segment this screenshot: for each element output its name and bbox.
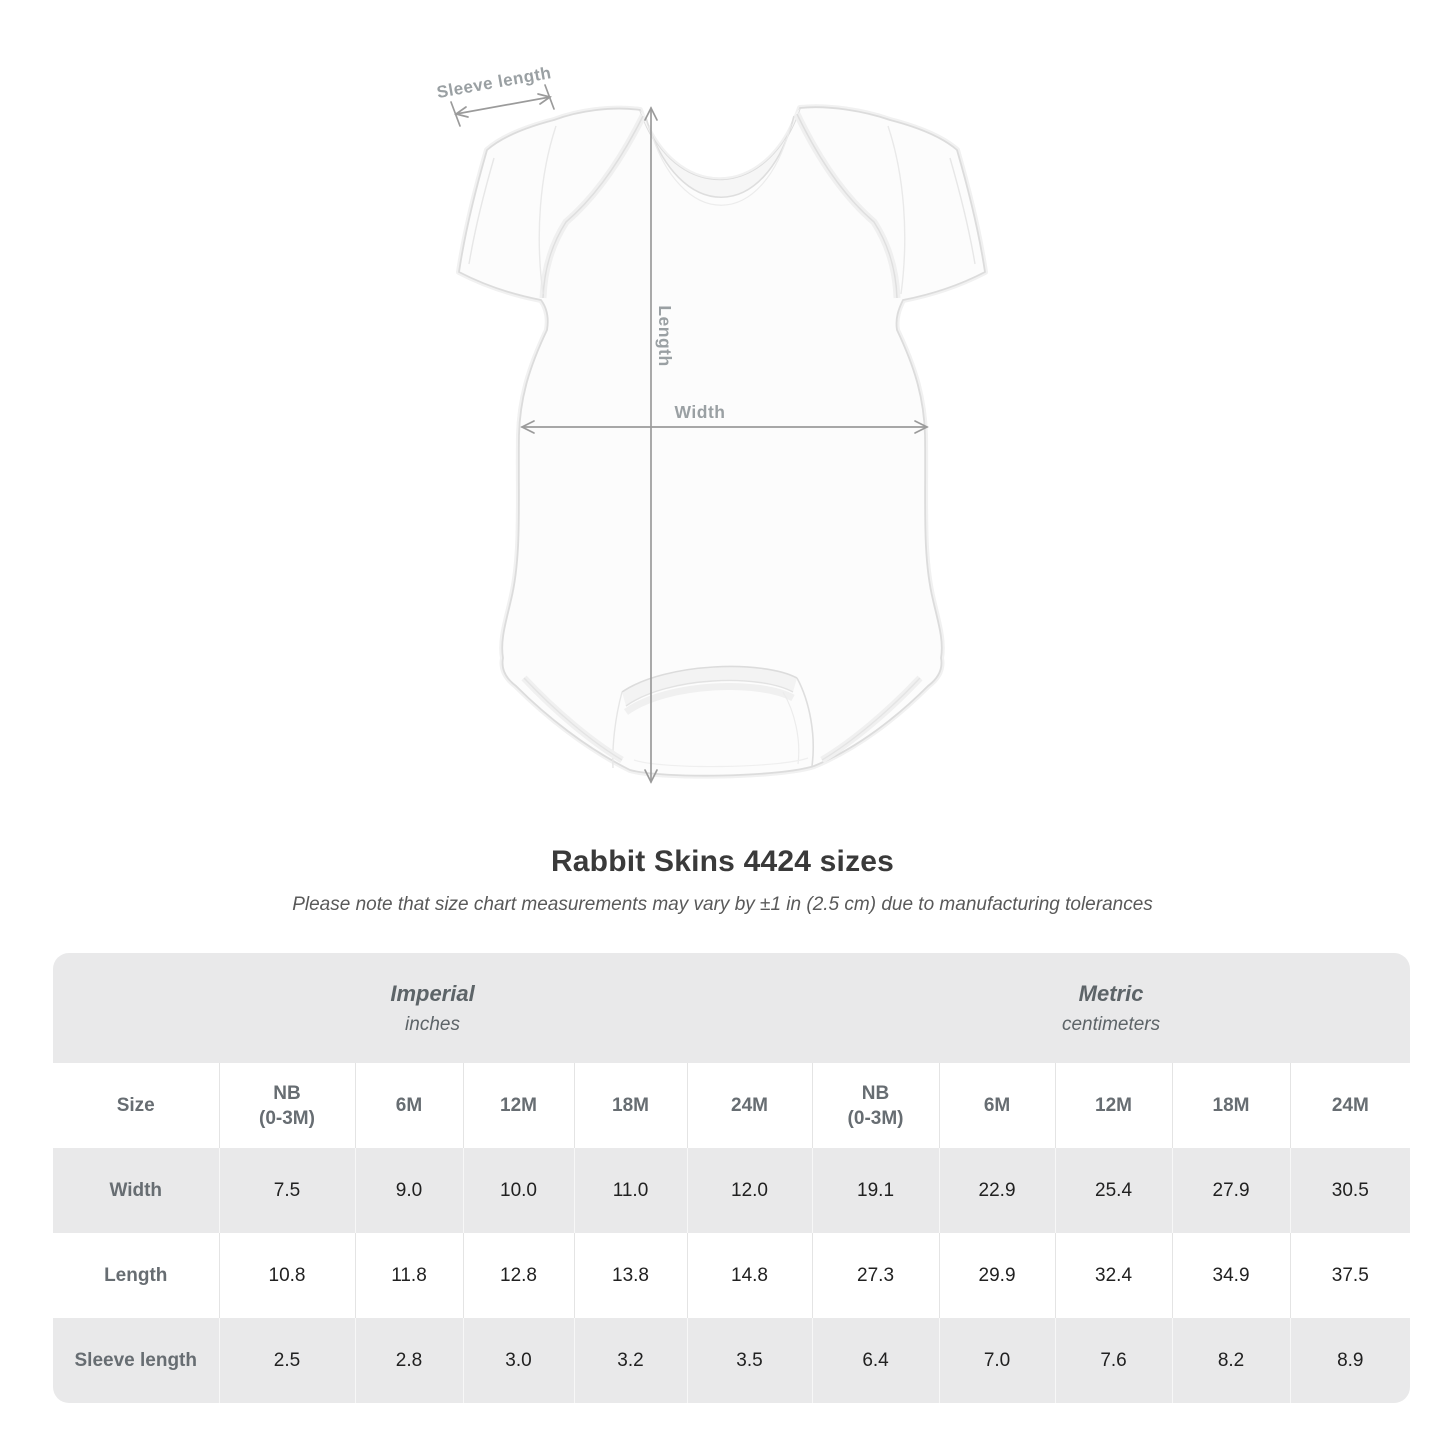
size-col-header: 18M	[574, 1063, 688, 1148]
row-label: Width	[53, 1148, 220, 1233]
value-cell: 32.4	[1055, 1233, 1173, 1318]
value-cell: 3.2	[574, 1318, 688, 1403]
imperial-group-unit: inches	[405, 1013, 460, 1035]
width-arrow	[520, 420, 929, 434]
page-title: Rabbit Skins 4424 sizes	[550, 845, 895, 878]
value-cell: 10.8	[219, 1233, 356, 1318]
value-cell: 8.9	[1290, 1318, 1410, 1403]
value-cell: 6.4	[812, 1318, 940, 1403]
value-cell: 11.8	[355, 1233, 464, 1318]
value-cell: 7.6	[1055, 1318, 1173, 1403]
size-col-header: 18M	[1172, 1063, 1291, 1148]
size-table: Imperial inches Metric centimeters Size …	[53, 953, 1410, 1403]
sleeve-length-arrow	[450, 84, 555, 127]
value-cell: 37.5	[1290, 1233, 1410, 1318]
value-cell: 9.0	[355, 1148, 464, 1233]
tolerance-note: Please note that size chart measurements…	[292, 894, 1153, 915]
measurement-arrows	[450, 84, 929, 784]
size-header-row: Size NB (0-3M) 6M 12M 18M 24M NB (0-3M) …	[53, 1063, 1410, 1148]
unit-group-row: Imperial inches Metric centimeters	[53, 953, 1410, 1063]
size-col-header: 6M	[939, 1063, 1056, 1148]
value-cell: 27.9	[1172, 1148, 1291, 1233]
value-cell: 3.0	[463, 1318, 575, 1403]
row-label: Sleeve length	[53, 1318, 220, 1403]
value-cell: 19.1	[812, 1148, 940, 1233]
row-label: Length	[53, 1233, 220, 1318]
value-cell: 3.5	[687, 1318, 813, 1403]
value-cell: 34.9	[1172, 1233, 1291, 1318]
value-cell: 14.8	[687, 1233, 813, 1318]
size-col-header: NB (0-3M)	[219, 1063, 356, 1148]
imperial-group-name: Imperial	[390, 980, 475, 1006]
size-col-header: 24M	[1290, 1063, 1410, 1148]
value-cell: 22.9	[939, 1148, 1056, 1233]
value-cell: 7.0	[939, 1318, 1056, 1403]
size-col-header: 6M	[355, 1063, 464, 1148]
value-cell: 10.0	[463, 1148, 575, 1233]
sleeve-length-label: Sleeve length	[435, 63, 553, 102]
imperial-group-header: Imperial inches	[53, 953, 813, 1063]
sleeve-length-row: Sleeve length 2.5 2.8 3.0 3.2 3.5 6.4 7.…	[53, 1318, 1410, 1403]
size-col-header: 12M	[1055, 1063, 1173, 1148]
size-col-header: 12M	[463, 1063, 575, 1148]
value-cell: 12.8	[463, 1233, 575, 1318]
length-label: Length	[655, 305, 675, 366]
length-arrow	[644, 106, 658, 784]
size-col-header: 24M	[687, 1063, 813, 1148]
value-cell: 11.0	[574, 1148, 688, 1233]
value-cell: 30.5	[1290, 1148, 1410, 1233]
width-row: Width 7.5 9.0 10.0 11.0 12.0 19.1 22.9 2…	[53, 1148, 1410, 1233]
metric-group-header: Metric centimeters	[812, 953, 1410, 1063]
value-cell: 7.5	[219, 1148, 356, 1233]
value-cell: 8.2	[1172, 1318, 1291, 1403]
value-cell: 2.5	[219, 1318, 356, 1403]
size-table-container: Imperial inches Metric centimeters Size …	[53, 953, 1410, 1403]
metric-group-unit: centimeters	[1061, 1013, 1161, 1035]
garment-diagram: Sleeve length Length Width	[435, 63, 988, 784]
size-col-header: NB (0-3M)	[812, 1063, 940, 1148]
width-label: Width	[675, 402, 726, 422]
value-cell: 13.8	[574, 1233, 688, 1318]
metric-group-name: Metric	[1078, 980, 1144, 1006]
value-cell: 27.3	[812, 1233, 940, 1318]
value-cell: 25.4	[1055, 1148, 1173, 1233]
size-column-label: Size	[53, 1063, 220, 1148]
length-row: Length 10.8 11.8 12.8 13.8 14.8 27.3 29.…	[53, 1233, 1410, 1318]
value-cell: 12.0	[687, 1148, 813, 1233]
value-cell: 29.9	[939, 1233, 1056, 1318]
onesie-illustration	[456, 104, 988, 779]
value-cell: 2.8	[355, 1318, 464, 1403]
